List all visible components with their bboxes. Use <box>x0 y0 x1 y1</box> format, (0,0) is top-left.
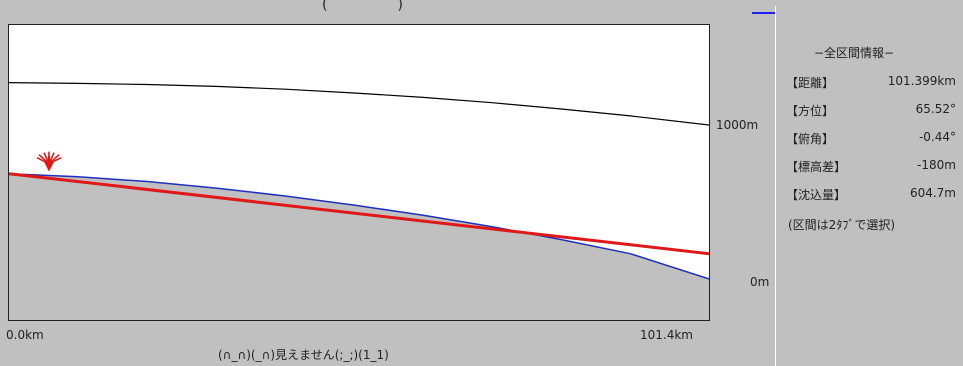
info-title: −全区間情報− <box>814 46 895 60</box>
sink-value: 604.7m <box>909 186 956 200</box>
distance-label: 【距離】 <box>786 76 835 90</box>
terrain-area <box>9 173 709 320</box>
y-tick-0: 0m <box>750 275 770 289</box>
terrain-line <box>9 172 709 280</box>
elevation-diff-label: 【標高差】 <box>786 160 847 174</box>
info-row-bearing: 【方位】 65.52° <box>786 102 956 122</box>
bearing-value: 65.52° <box>915 102 956 116</box>
visibility-status: (∩_∩)(_∩)見えません(;_;)(1_1) <box>218 348 389 362</box>
bearing-label: 【方位】 <box>786 104 835 118</box>
elevation-diff-value: -180m <box>917 158 956 172</box>
depression-label: 【俯角】 <box>786 132 835 146</box>
y-tick-1000: 1000m <box>716 118 759 132</box>
sight-line <box>9 172 709 256</box>
info-row-sink: 【沈込量】 604.7m <box>786 186 956 206</box>
observer-marker-icon <box>36 151 62 172</box>
section-select-hint: (区間は2ﾀﾌﾞで選択) <box>788 218 895 232</box>
info-row-depression: 【俯角】 -0.44° <box>786 130 956 150</box>
distance-value: 101.399km <box>887 74 956 88</box>
profile-plot[interactable] <box>8 24 710 321</box>
x-start-label: 0.0km <box>6 328 44 342</box>
info-row-elevation-diff: 【標高差】 -180m <box>786 158 956 178</box>
x-end-label: 101.4km <box>640 328 693 342</box>
depression-value: -0.44° <box>918 130 956 144</box>
profile-svg <box>9 82 709 320</box>
sink-label: 【沈込量】 <box>786 188 847 202</box>
info-row-distance: 【距離】 101.399km <box>786 74 956 94</box>
info-panel: −全区間情報− 【距離】 101.399km 【方位】 65.52° 【俯角】 … <box>775 6 963 366</box>
upper-line <box>9 82 709 126</box>
top-title: ( ) <box>322 0 403 13</box>
